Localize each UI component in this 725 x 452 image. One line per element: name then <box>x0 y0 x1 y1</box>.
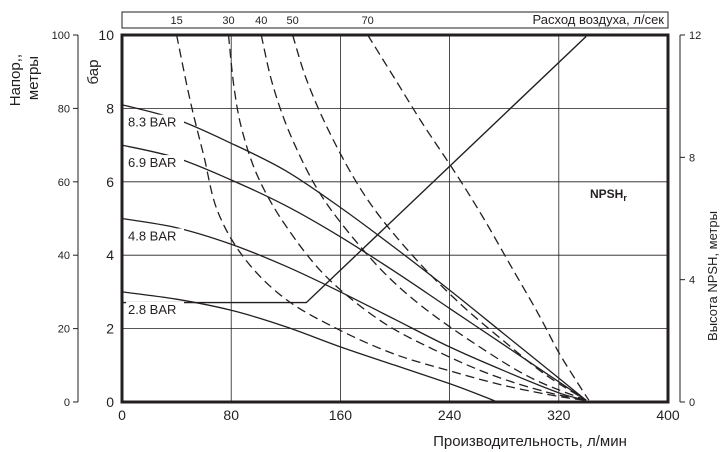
top-air-axis: Расход воздуха, л/сек 15 30 40 50 70 <box>121 11 669 29</box>
top-tick-label: 30 <box>222 15 234 27</box>
x-tick-label: 320 <box>547 407 571 423</box>
x-tick-label: 240 <box>438 407 462 423</box>
pressure-curve-4-8-BAR <box>121 217 587 401</box>
top-axis-box <box>121 11 669 29</box>
pressure-curve-8-3-BAR <box>121 104 587 401</box>
npsh-tick-label: 4 <box>689 275 695 287</box>
top-tick-label: 50 <box>287 15 299 27</box>
head-axis-title-line1: Напор,, <box>7 54 24 106</box>
plot-frame <box>120 33 670 404</box>
air-curve-50 <box>291 34 587 401</box>
pressure-tick-label: 8 <box>106 100 114 116</box>
head-tick-label: 80 <box>58 103 70 115</box>
air-curve-15 <box>175 34 587 401</box>
head-tick-label: 60 <box>58 177 70 189</box>
curve-label: 8.3 BAR <box>128 115 176 130</box>
curve-label: 2.8 BAR <box>128 302 176 317</box>
curve-label-background <box>126 301 184 318</box>
air-curve-70 <box>367 34 590 401</box>
top-tick-label: 70 <box>362 15 374 27</box>
air-curve-30 <box>227 34 587 401</box>
curve-label-background <box>126 114 184 131</box>
curve-label-background <box>126 228 184 245</box>
pressure-tick-label: 4 <box>106 247 114 263</box>
head-tick-label: 20 <box>58 324 70 336</box>
x-tick-label: 160 <box>329 407 353 423</box>
x-axis-title: Производительность, л/мин <box>433 433 627 450</box>
head-tick-label: 100 <box>52 30 70 42</box>
curve-label: 4.8 BAR <box>128 229 176 244</box>
top-axis-label: Расход воздуха, л/сек <box>533 12 665 27</box>
pressure-tick-label: 10 <box>98 27 114 43</box>
npsh-tick-label: 0 <box>689 397 695 409</box>
curve-labels: 8.3 BAR 6.9 BAR 4.8 BAR 2.8 BAR <box>126 114 184 318</box>
curve-label: 6.9 BAR <box>128 155 176 170</box>
pressure-curves <box>121 104 587 403</box>
pressure-curve-6-9-BAR <box>121 144 587 401</box>
head-tick-label: 0 <box>64 397 70 409</box>
top-tick-label: 15 <box>170 15 182 27</box>
x-tick-label: 80 <box>223 407 239 423</box>
x-tick-label: 400 <box>656 407 680 423</box>
npsh-tick-label: 12 <box>689 30 701 42</box>
air-consumption-curves <box>175 34 590 401</box>
head-tick-label: 40 <box>58 250 70 262</box>
grid-lines <box>122 35 668 402</box>
npsh-tick-label: 8 <box>689 152 695 164</box>
head-axis-title-line2: метры <box>25 56 42 100</box>
npsh-axis-title: Высота NPSH, метры <box>705 211 720 341</box>
pressure-tick-label: 6 <box>106 174 114 190</box>
pressure-tick-label: 2 <box>106 321 114 337</box>
curve-label-background <box>126 155 184 172</box>
npsh-line <box>122 35 587 304</box>
top-tick-label: 40 <box>255 15 267 27</box>
pressure-tick-label: 0 <box>106 394 114 410</box>
npsh-label: NPSHr <box>590 187 627 203</box>
head-axis-title: Напор,, метры <box>7 50 42 107</box>
x-tick-label: 0 <box>118 407 126 423</box>
pressure-axis-title: бар <box>85 60 102 85</box>
